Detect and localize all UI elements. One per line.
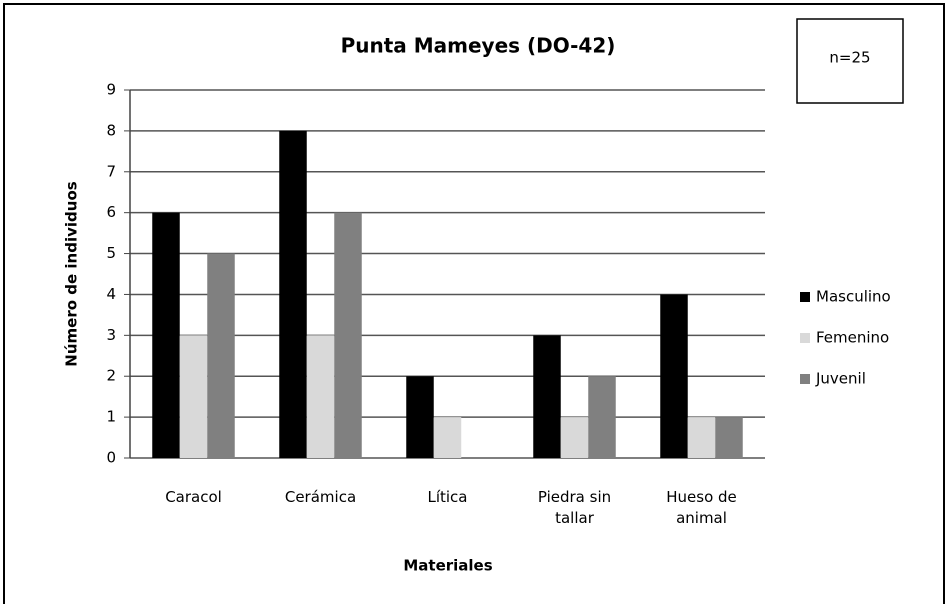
- bar: [660, 294, 688, 458]
- y-axis-label: Número de individuos: [63, 181, 81, 366]
- bar: [560, 417, 589, 458]
- y-tick-label: 3: [106, 326, 116, 344]
- bar: [588, 376, 616, 458]
- x-axis-label: Materiales: [403, 557, 492, 575]
- legend-swatch: [800, 292, 810, 302]
- legend-swatch: [800, 333, 810, 343]
- bar: [207, 253, 235, 458]
- y-tick-label: 5: [106, 244, 116, 262]
- x-tick-label: Piedra sin tallar: [537, 488, 612, 527]
- x-tick-label: Cerámica: [284, 488, 357, 506]
- legend-label: Masculino: [816, 288, 891, 306]
- legend-label: Juvenil: [815, 370, 866, 388]
- chart-title: Punta Mameyes (DO-42): [341, 34, 616, 58]
- bar: [334, 212, 362, 458]
- annotation: n=25: [829, 49, 870, 67]
- bar: [433, 417, 462, 458]
- bar: [715, 417, 743, 458]
- y-tick-label: 7: [106, 162, 116, 180]
- x-tick-label: Hueso de animal: [666, 488, 737, 527]
- chart-frame: [3, 3, 945, 604]
- bar: [306, 335, 335, 458]
- bar: [279, 130, 307, 458]
- bar: [533, 335, 561, 458]
- y-tick-label: 4: [106, 285, 116, 303]
- y-tick-label: 8: [106, 121, 116, 139]
- legend-swatch: [800, 374, 810, 384]
- annotation-box: [796, 18, 904, 104]
- bar: [687, 417, 716, 458]
- y-tick-label: 2: [106, 367, 116, 385]
- legend-label: Femenino: [816, 329, 889, 347]
- y-tick-label: 1: [106, 408, 116, 426]
- y-tick-label: 0: [106, 449, 116, 467]
- y-tick-label: 9: [106, 81, 116, 99]
- x-tick-label: Lítica: [427, 488, 468, 506]
- bar: [406, 376, 434, 458]
- y-tick-label: 6: [106, 203, 116, 221]
- bar: [152, 212, 180, 458]
- bar: [179, 335, 208, 458]
- x-tick-label: Caracol: [165, 488, 222, 506]
